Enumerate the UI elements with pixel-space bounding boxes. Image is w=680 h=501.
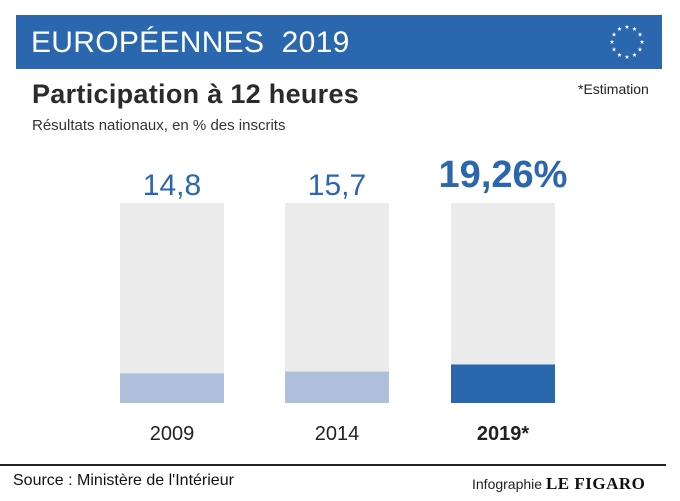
bar: [120, 373, 224, 403]
bar-value-label: 14,8: [143, 169, 201, 202]
eu-star: [611, 32, 617, 37]
eu-star: [609, 39, 615, 44]
eu-star: [611, 47, 617, 52]
footer-divider: [0, 464, 666, 466]
credit-brand: LE FIGARO: [545, 474, 646, 493]
chart-caption: Résultats nationaux, en % des inscrits: [32, 117, 286, 134]
bar: [451, 364, 555, 403]
bar-background: [120, 203, 224, 403]
bar-value-label: 19,26%: [439, 154, 568, 196]
header-banner: EUROPÉENNES 2019: [16, 15, 662, 69]
source-text: Source : Ministère de l'Intérieur: [13, 472, 234, 489]
bar-value-label: 15,7: [308, 169, 366, 202]
banner-title: EUROPÉENNES 2019: [31, 26, 350, 59]
category-label: 2014: [315, 423, 360, 445]
eu-star: [632, 26, 637, 31]
chart-title: Participation à 12 heures: [32, 79, 360, 109]
eu-star: [624, 54, 630, 59]
eu-star: [624, 24, 630, 29]
eu-star: [639, 39, 645, 44]
eu-star: [617, 52, 622, 57]
bar-background: [285, 203, 389, 403]
participation-chart: 14,8 2009 15,7 2014 19,26% 2019*: [120, 154, 568, 445]
category-label: 2009: [150, 423, 195, 445]
credit-prefix: Infographie: [472, 476, 543, 492]
eu-star: [637, 32, 643, 37]
eu-star: [632, 52, 637, 57]
estimation-note: *Estimation: [578, 81, 649, 97]
bar: [285, 371, 389, 403]
credit: Infographie LE FIGARO: [472, 474, 645, 494]
eu-star: [637, 47, 643, 52]
eu-stars-icon: [609, 24, 645, 59]
category-label: 2019*: [477, 423, 529, 445]
eu-star: [617, 26, 622, 31]
